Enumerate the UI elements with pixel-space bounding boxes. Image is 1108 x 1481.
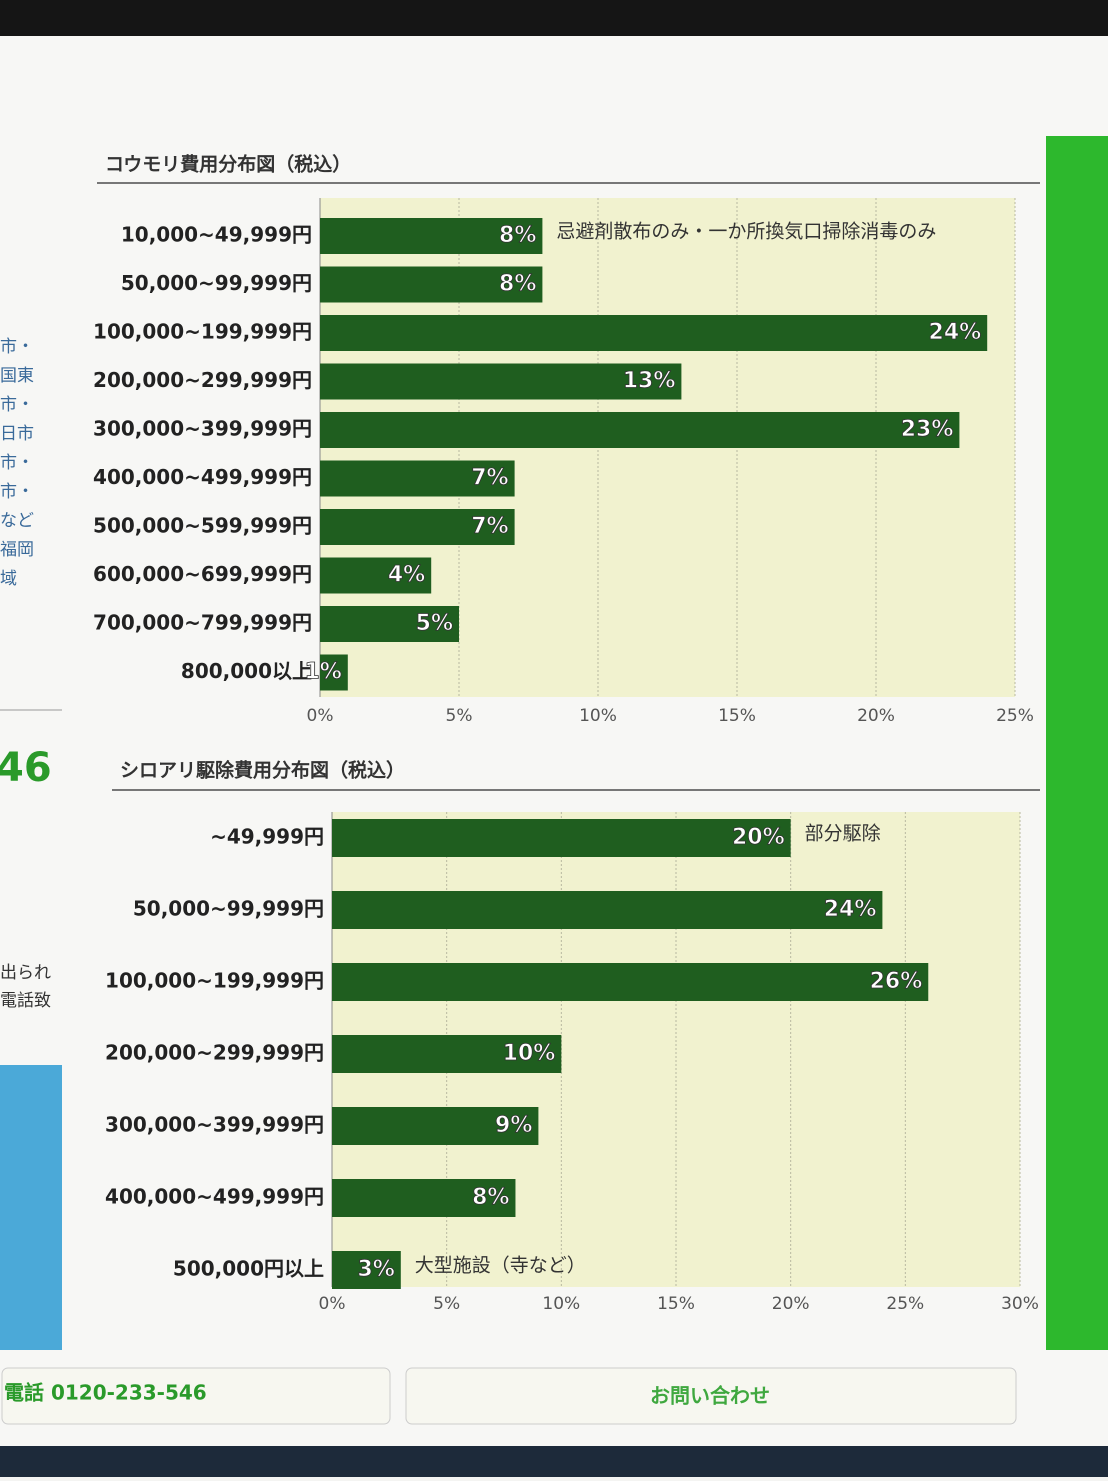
category-label: 400,000~499,999円 (93, 465, 312, 489)
value-label: 4% (388, 563, 425, 588)
value-label: 8% (472, 1185, 509, 1210)
value-label: 8% (499, 223, 536, 248)
bar (332, 891, 883, 929)
bar (320, 606, 459, 642)
value-label: 8% (499, 272, 536, 297)
sidebar-text: 市・ (0, 482, 34, 502)
bar (332, 1179, 516, 1217)
taskbar (0, 1446, 1108, 1477)
monitor-bezel (0, 0, 1108, 36)
value-label: 7% (471, 466, 508, 491)
sidebar-text: 電話致 (0, 991, 51, 1011)
value-label: 9% (495, 1113, 532, 1138)
sidebar-text: 市・ (0, 453, 34, 473)
bar (320, 557, 432, 594)
x-tick-label: 15% (657, 1294, 695, 1314)
x-tick-label: 25% (886, 1294, 924, 1314)
category-label: 800,000以上 (181, 659, 312, 683)
phone-text: 電話 0120-233-546 (4, 1381, 207, 1405)
category-label: 100,000~199,999円 (93, 320, 312, 344)
value-label: 10% (503, 1041, 556, 1066)
bar (320, 509, 515, 545)
sidebar-number: 46 (0, 745, 52, 791)
bar (320, 218, 543, 254)
value-label: 1% (304, 660, 341, 685)
category-label: 700,000~799,999円 (93, 611, 312, 635)
category-label: 400,000~499,999円 (105, 1185, 324, 1209)
sidebar-text: 市・ (0, 395, 34, 415)
chart-title: コウモリ費用分布図（税込） (105, 153, 351, 176)
bar-note: 忌避剤散布のみ・一か所換気口掃除消毒のみ (556, 221, 936, 243)
category-label: 500,000~599,999円 (93, 514, 312, 538)
x-tick-label: 30% (1001, 1294, 1039, 1314)
bar (332, 1251, 401, 1289)
category-label: 10,000~49,999円 (121, 223, 312, 247)
value-label: 5% (416, 611, 453, 636)
x-tick-label: 5% (433, 1294, 460, 1314)
sidebar-text: 域 (0, 569, 17, 589)
x-tick-label: 15% (718, 706, 756, 726)
sidebar-text: など (0, 511, 34, 531)
x-tick-label: 10% (579, 706, 617, 726)
bar (320, 315, 988, 351)
value-label: 24% (929, 320, 982, 345)
x-tick-label: 25% (996, 706, 1034, 726)
category-label: ~49,999円 (210, 825, 324, 849)
category-label: 200,000~299,999円 (105, 1041, 324, 1065)
category-label: 500,000円以上 (173, 1257, 324, 1281)
bar (332, 819, 791, 857)
green-strip (1046, 136, 1108, 1350)
value-label: 13% (623, 369, 676, 394)
bar (320, 266, 543, 303)
chart-title: シロアリ駆除費用分布図（税込） (120, 759, 405, 782)
category-label: 50,000~99,999円 (121, 271, 312, 295)
bar (320, 363, 682, 400)
value-label: 3% (357, 1257, 394, 1282)
bar (320, 412, 960, 448)
bar (320, 654, 348, 691)
x-tick-label: 20% (772, 1294, 810, 1314)
category-label: 300,000~399,999円 (105, 1113, 324, 1137)
x-tick-label: 0% (319, 1294, 346, 1314)
side-banner (0, 1065, 62, 1350)
bar (320, 460, 515, 497)
value-label: 20% (732, 825, 785, 850)
contact-text: お問い合わせ (650, 1384, 770, 1408)
category-label: 100,000~199,999円 (105, 969, 324, 993)
category-label: 300,000~399,999円 (93, 417, 312, 441)
sidebar-text: 福岡 (0, 540, 34, 560)
bar-note: 部分駆除 (805, 823, 881, 845)
x-tick-label: 20% (857, 706, 895, 726)
bar (332, 1035, 562, 1073)
bar (332, 963, 929, 1001)
value-label: 23% (901, 417, 954, 442)
contact-button[interactable] (405, 1367, 1017, 1425)
phone-button[interactable] (1, 1367, 391, 1425)
category-label: 50,000~99,999円 (133, 897, 324, 921)
bar-note: 大型施設（寺など） (415, 1255, 586, 1277)
bar (332, 1107, 539, 1145)
category-label: 600,000~699,999円 (93, 562, 312, 586)
category-label: 200,000~299,999円 (93, 368, 312, 392)
value-label: 24% (824, 897, 877, 922)
value-label: 26% (870, 969, 923, 994)
sidebar-text: 出られ (0, 963, 51, 983)
sidebar-text: 日市 (0, 424, 34, 444)
sidebar-text: 市・ (0, 337, 34, 357)
x-tick-label: 0% (307, 706, 334, 726)
x-tick-label: 5% (446, 706, 473, 726)
value-label: 7% (471, 514, 508, 539)
x-tick-label: 10% (542, 1294, 580, 1314)
sidebar-text: 国東 (0, 366, 34, 386)
